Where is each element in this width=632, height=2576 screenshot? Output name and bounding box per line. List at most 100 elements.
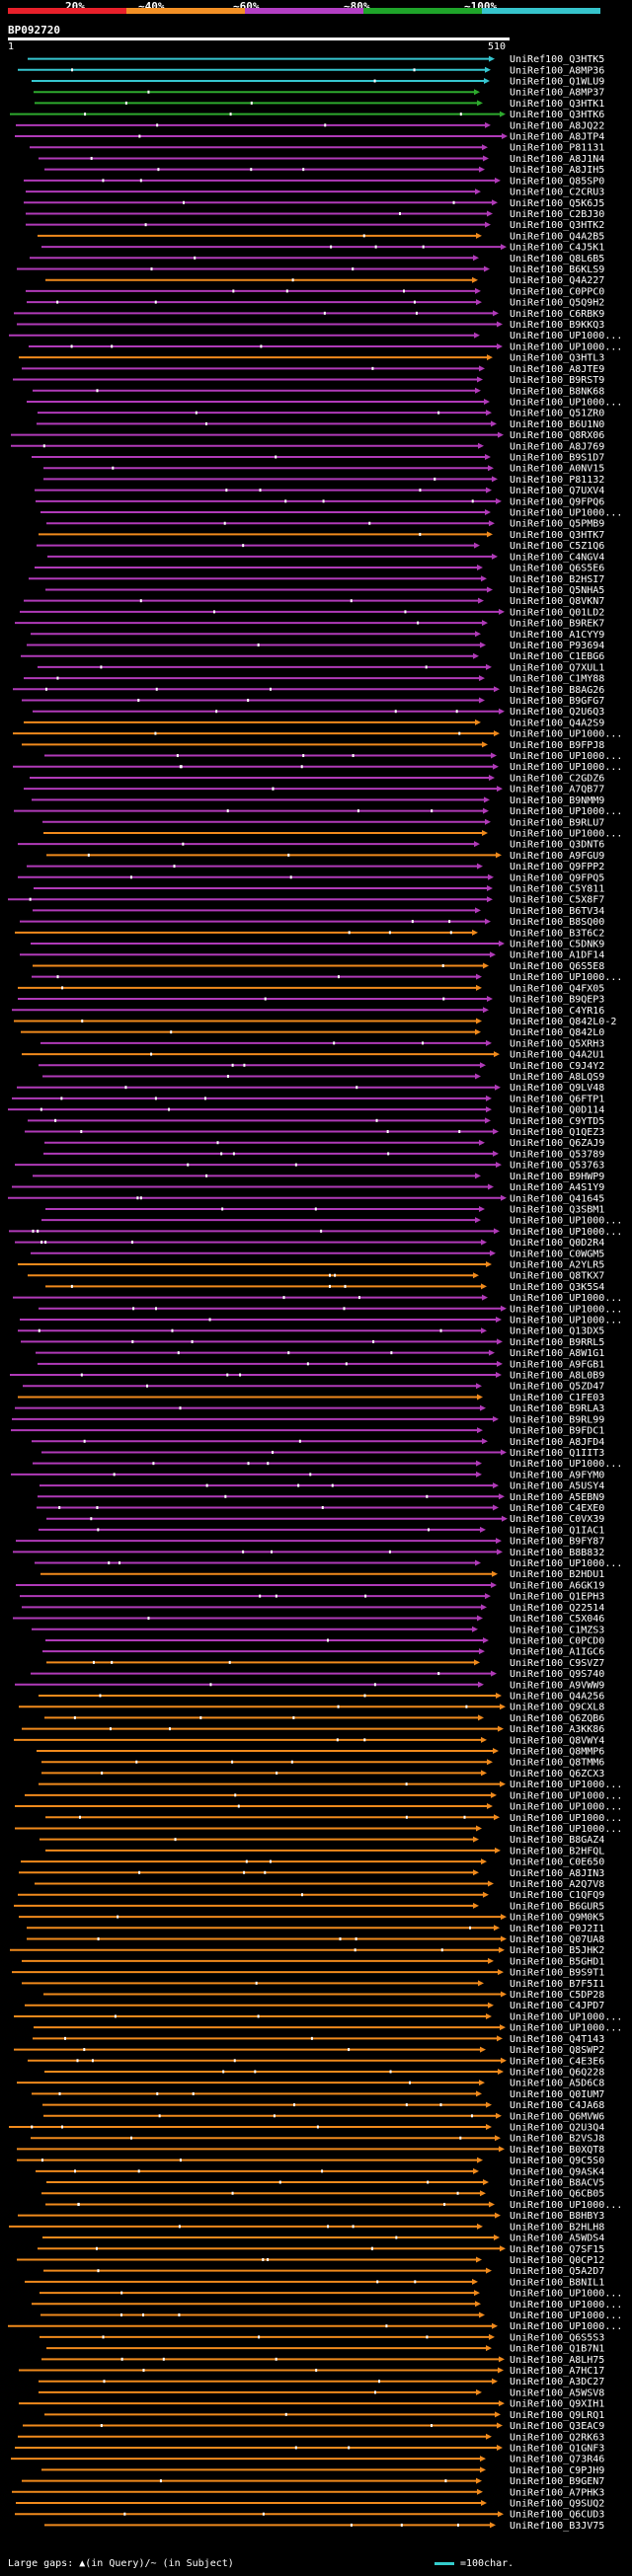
hit-label[interactable]: UniRef100_Q5XRH3	[510, 1038, 604, 1049]
hit-label[interactable]: UniRef100_C5X8F7	[510, 895, 604, 906]
hit-label[interactable]: UniRef100_C1FE03	[510, 1393, 604, 1403]
hit-label[interactable]: UniRef100_A8JIH5	[510, 165, 604, 176]
hit-label[interactable]: UniRef100_B8GAZ4	[510, 1835, 604, 1846]
hit-label[interactable]: UniRef100_Q4FX05	[510, 983, 604, 994]
hit-label[interactable]: UniRef100_A9FGB1	[510, 1359, 604, 1370]
hit-label[interactable]: UniRef100_Q6ZCX3	[510, 1769, 604, 1780]
hit-label[interactable]: UniRef100_Q4A2U1	[510, 1050, 604, 1061]
hit-label[interactable]: UniRef100_Q01LD2	[510, 607, 604, 618]
hit-label[interactable]: UniRef100_Q41645	[510, 1193, 604, 1204]
hit-label[interactable]: UniRef100_Q9C5S0	[510, 2156, 604, 2166]
hit-label[interactable]: UniRef100_C0VX39	[510, 1514, 604, 1525]
hit-label[interactable]: UniRef100_UP1000...	[510, 397, 622, 408]
hit-label[interactable]: UniRef100_C5Y811	[510, 884, 604, 895]
hit-label[interactable]: UniRef100_C5DP28	[510, 1990, 604, 2001]
hit-label[interactable]: UniRef100_C5DNK9	[510, 940, 604, 950]
hit-label[interactable]: UniRef100_C6RBK9	[510, 309, 604, 320]
hit-label[interactable]: UniRef100_A7HC17	[510, 2366, 604, 2377]
hit-label[interactable]: UniRef100_UP1000...	[510, 508, 622, 519]
hit-label[interactable]: UniRef100_Q53789	[510, 1149, 604, 1160]
hit-label[interactable]: UniRef100_A8J1N4	[510, 154, 604, 165]
hit-label[interactable]: UniRef100_Q7UXV4	[510, 486, 604, 496]
hit-label[interactable]: UniRef100_B9FDC1	[510, 1426, 604, 1437]
hit-label[interactable]: UniRef100_C0E650	[510, 1857, 604, 1868]
hit-label[interactable]: UniRef100_A3KK86	[510, 1724, 604, 1735]
hit-label[interactable]: UniRef100_B9NMM9	[510, 796, 604, 806]
hit-label[interactable]: UniRef100_A2YLR5	[510, 1259, 604, 1270]
hit-label[interactable]: UniRef100_Q1IAC1	[510, 1525, 604, 1536]
hit-label[interactable]: UniRef100_UP1000...	[510, 1293, 622, 1304]
hit-label[interactable]: UniRef100_Q3SBM1	[510, 1204, 604, 1215]
hit-label[interactable]: UniRef100_C0WGM5	[510, 1249, 604, 1259]
hit-label[interactable]: UniRef100_A8JTE9	[510, 364, 604, 375]
hit-label[interactable]: UniRef100_C5Z1Q6	[510, 541, 604, 552]
hit-label[interactable]: UniRef100_B9KKQ3	[510, 320, 604, 331]
hit-label[interactable]: UniRef100_A6GK19	[510, 1580, 604, 1591]
hit-label[interactable]: UniRef100_C4NGV4	[510, 552, 604, 563]
hit-label[interactable]: UniRef100_Q13DX5	[510, 1326, 604, 1337]
hit-label[interactable]: UniRef100_Q0D114	[510, 1105, 604, 1116]
hit-label[interactable]: UniRef100_B9GFG7	[510, 696, 604, 707]
hit-label[interactable]: UniRef100_P81132	[510, 475, 604, 486]
hit-label[interactable]: UniRef100_A9FYM0	[510, 1470, 604, 1480]
hit-label[interactable]: UniRef100_C9SVZ7	[510, 1658, 604, 1669]
hit-label[interactable]: UniRef100_Q3DNT6	[510, 840, 604, 851]
hit-label[interactable]: UniRef100_Q1WLU9	[510, 77, 604, 88]
hit-label[interactable]: UniRef100_C9YTD5	[510, 1116, 604, 1127]
hit-label[interactable]: UniRef100_B6GUR5	[510, 1901, 604, 1912]
hit-label[interactable]: UniRef100_C0PCD0	[510, 1635, 604, 1646]
hit-label[interactable]: UniRef100_A9VWW9	[510, 1680, 604, 1691]
hit-label[interactable]: UniRef100_B9FY87	[510, 1537, 604, 1548]
hit-label[interactable]: UniRef100_Q2U3Q4	[510, 2123, 604, 2134]
hit-label[interactable]: UniRef100_Q5Q9H2	[510, 298, 604, 309]
hit-label[interactable]: UniRef100_Q9SUQ2	[510, 2498, 604, 2509]
hit-label[interactable]: UniRef100_UP1000...	[510, 1780, 622, 1790]
hit-label[interactable]: UniRef100_A8JFD4	[510, 1437, 604, 1448]
hit-label[interactable]: UniRef100_A5EBN9	[510, 1492, 604, 1503]
hit-label[interactable]: UniRef100_C2BJ30	[510, 209, 604, 220]
hit-label[interactable]: UniRef100_Q8TMM6	[510, 1758, 604, 1769]
hit-label[interactable]: UniRef100_Q9FPQ5	[510, 872, 604, 883]
hit-label[interactable]: UniRef100_B2HSI7	[510, 574, 604, 585]
hit-label[interactable]: UniRef100_UP1000...	[510, 1227, 622, 1238]
hit-label[interactable]: UniRef100_Q5ZD47	[510, 1382, 604, 1393]
hit-label[interactable]: UniRef100_A7PHK3	[510, 2487, 604, 2498]
hit-label[interactable]: UniRef100_UP1000...	[510, 729, 622, 740]
hit-label[interactable]: UniRef100_A8L0B9	[510, 1371, 604, 1382]
hit-label[interactable]: UniRef100_B2HDU1	[510, 1569, 604, 1580]
hit-label[interactable]: UniRef100_UP1000...	[510, 828, 622, 839]
hit-label[interactable]: UniRef100_P0J2I1	[510, 1924, 604, 1934]
hit-label[interactable]: UniRef100_Q6MVW6	[510, 2111, 604, 2122]
hit-label[interactable]: UniRef100_A1DF14	[510, 950, 604, 961]
hit-label[interactable]: UniRef100_A0NV15	[510, 464, 604, 475]
hit-label[interactable]: UniRef100_Q8VKN7	[510, 596, 604, 607]
hit-label[interactable]: UniRef100_A8J769	[510, 441, 604, 452]
hit-label[interactable]: UniRef100_B8HBY3	[510, 2211, 604, 2222]
hit-label[interactable]: UniRef100_Q7XUL1	[510, 662, 604, 673]
hit-label[interactable]: UniRef100_Q3HTL3	[510, 353, 604, 364]
hit-label[interactable]: UniRef100_Q5K6J5	[510, 198, 604, 209]
hit-label[interactable]: UniRef100_Q6Q228	[510, 2067, 604, 2078]
hit-label[interactable]: UniRef100_Q9LV48	[510, 1083, 604, 1094]
hit-label[interactable]: UniRef100_B9RLA3	[510, 1403, 604, 1414]
hit-label[interactable]: UniRef100_A8JQ22	[510, 120, 604, 131]
hit-label[interactable]: UniRef100_Q3K5S4	[510, 1282, 604, 1293]
hit-label[interactable]: UniRef100_B2HFQL	[510, 1846, 604, 1856]
hit-label[interactable]: UniRef100_B9HWP9	[510, 1172, 604, 1182]
hit-label[interactable]: UniRef100_A7QB77	[510, 785, 604, 796]
hit-label[interactable]: UniRef100_Q51ZR0	[510, 409, 604, 419]
hit-label[interactable]: UniRef100_C9J4Y2	[510, 1061, 604, 1072]
hit-label[interactable]: UniRef100_Q0CP12	[510, 2255, 604, 2266]
hit-label[interactable]: UniRef100_Q6FTP1	[510, 1094, 604, 1104]
hit-label[interactable]: UniRef100_Q5A2D7	[510, 2266, 604, 2277]
hit-label[interactable]: UniRef100_C4JPD7	[510, 2001, 604, 2011]
hit-label[interactable]: UniRef100_Q9S740	[510, 1669, 604, 1680]
hit-label[interactable]: UniRef100_Q1B7N1	[510, 2344, 604, 2355]
hit-label[interactable]: UniRef100_B6KLS9	[510, 265, 604, 275]
hit-label[interactable]: UniRef100_Q0D2R4	[510, 1238, 604, 1249]
hit-label[interactable]: UniRef100_C4JA68	[510, 2100, 604, 2111]
hit-label[interactable]: UniRef100_Q0IUM7	[510, 2089, 604, 2100]
hit-label[interactable]: UniRef100_A8LH75	[510, 2355, 604, 2366]
hit-label[interactable]: UniRef100_C0PPC0	[510, 286, 604, 297]
hit-label[interactable]: UniRef100_B8SQ00	[510, 917, 604, 928]
